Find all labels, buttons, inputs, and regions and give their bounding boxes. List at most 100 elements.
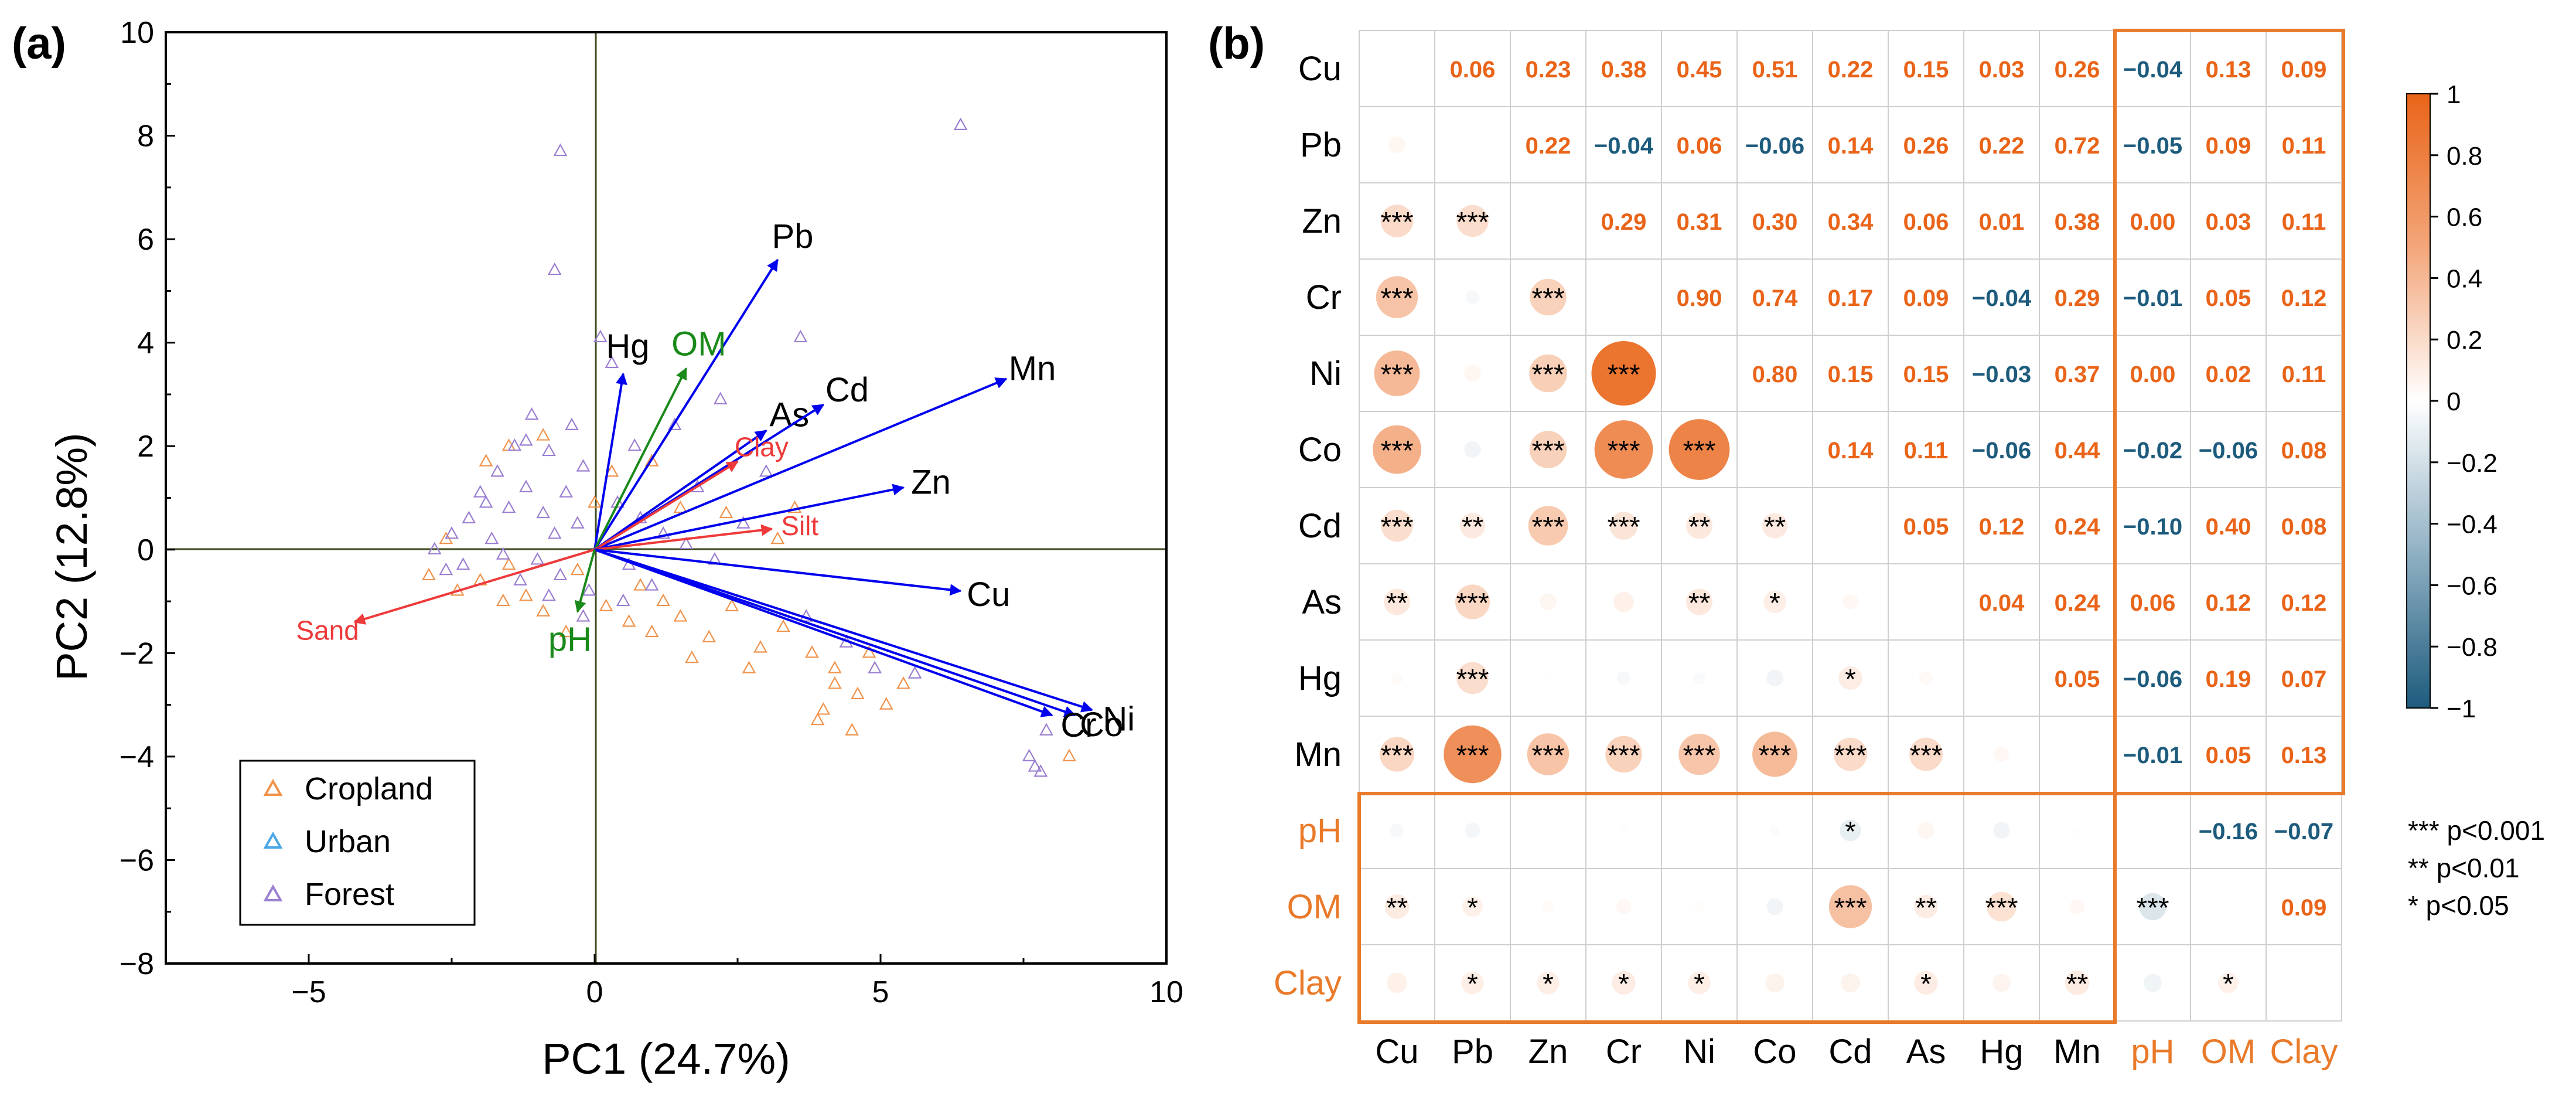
- correlation-value: 0.80: [1752, 362, 1798, 387]
- matrix-cell: [2190, 411, 2267, 488]
- score-point-cropland: [501, 557, 516, 570]
- score-point-forest: [644, 578, 659, 591]
- correlation-value: 0.24: [2055, 590, 2101, 616]
- score-point-forest: [542, 443, 556, 457]
- matrix-cell: [1736, 411, 1813, 488]
- score-point-forest: [456, 557, 470, 570]
- correlation-circle: [1528, 506, 1568, 546]
- loading-arrow-as: [593, 430, 767, 551]
- score-point-forest: [868, 661, 882, 673]
- correlation-circle: [1529, 354, 1567, 393]
- significance-stars: ***: [1531, 512, 1564, 543]
- y-tick-label: −8: [120, 947, 154, 981]
- correlation-circle: [1669, 419, 1730, 480]
- correlation-circle: [1465, 823, 1480, 838]
- significance-stars: ***: [1380, 359, 1413, 390]
- loading-label-cr: Cr: [1060, 706, 1096, 744]
- matrix-cell: [2039, 30, 2116, 107]
- correlation-circle: [1994, 747, 2009, 762]
- score-point-cropland: [496, 593, 510, 607]
- matrix-cell: [2114, 411, 2191, 488]
- correlation-value: −0.10: [2123, 514, 2182, 540]
- correlation-value: 0.06: [1450, 57, 1496, 83]
- matrix-cell: [1359, 716, 1435, 793]
- y-axis-ticks: −8 −6 −4 −2 0 2 4 6 8 10: [120, 16, 175, 981]
- y-tick-label: −4: [120, 740, 154, 774]
- correlation-value: 0.38: [1601, 57, 1647, 83]
- correlation-value: −0.04: [2123, 57, 2183, 83]
- sig-legend-p001: *** p<0.001: [2408, 815, 2545, 846]
- matrix-cell: [2190, 487, 2267, 564]
- correlation-circle: [1384, 588, 1410, 615]
- score-point-forest: [605, 355, 619, 369]
- correlation-value: −0.06: [2199, 438, 2258, 464]
- matrix-cell: [1963, 411, 2040, 488]
- colorbar-tick-label: 1: [2447, 80, 2461, 109]
- correlation-value: 0.05: [1903, 514, 1949, 540]
- correlation-value: −0.04: [1972, 285, 2032, 311]
- correlation-circle: [1388, 136, 1405, 154]
- matrix-cell: [1510, 182, 1586, 260]
- loading-label-cu: Cu: [967, 576, 1010, 614]
- correlation-circle: [1387, 972, 1407, 993]
- significance-stars: **: [1915, 893, 1937, 924]
- correlation-circle: [1993, 822, 2010, 839]
- significance-stars: ***: [1607, 435, 1640, 467]
- row-label: Mn: [1294, 736, 1342, 774]
- colorbar-tick-label: 0.2: [2447, 326, 2482, 355]
- matrix-cell: [1510, 30, 1586, 107]
- significance-stars: ***: [1607, 512, 1640, 543]
- score-point-cropland: [851, 686, 865, 700]
- correlation-value: 0.05: [2055, 666, 2100, 692]
- correlation-value: 0.08: [2281, 514, 2327, 540]
- loading-label-hg: Hg: [606, 328, 649, 366]
- loading-arrow-ph: [574, 549, 596, 613]
- score-point-forest: [496, 547, 510, 560]
- col-label: OM: [2201, 1033, 2256, 1071]
- score-point-forest: [593, 329, 608, 342]
- score-point-cropland: [805, 645, 819, 658]
- correlation-value: 0.09: [2281, 895, 2327, 921]
- significance-stars: ***: [1531, 740, 1564, 771]
- correlation-value: 0.22: [1828, 57, 1874, 83]
- matrix-cell: [2190, 106, 2267, 183]
- correlation-value: 0.12: [2281, 285, 2327, 311]
- correlation-circle: [1914, 971, 1938, 995]
- score-point-forest: [553, 567, 568, 581]
- row-label: Ni: [1309, 355, 1342, 393]
- score-point-cropland: [725, 598, 739, 611]
- score-point-forest: [1039, 723, 1053, 736]
- correlation-circle: [1591, 341, 1656, 406]
- score-point-forest: [542, 588, 556, 601]
- score-point-forest: [576, 459, 591, 472]
- correlation-value: 0.12: [1979, 514, 2025, 540]
- legend-forest-label: Forest: [305, 877, 394, 912]
- correlation-value: 0.23: [1526, 57, 1571, 83]
- row-label: Hg: [1298, 659, 1342, 697]
- correlation-circle: [1462, 896, 1483, 917]
- score-point-forest: [507, 438, 522, 451]
- matrix-cell: [2039, 258, 2116, 336]
- correlation-value: 0.24: [2055, 514, 2101, 540]
- matrix-cell: [2114, 182, 2191, 260]
- score-point-cropland: [1062, 748, 1076, 761]
- matrix-cell: [1812, 182, 1889, 260]
- matrix-cell: [1888, 411, 1964, 488]
- correlation-circle: [1770, 825, 1780, 836]
- y-tick-label: 6: [137, 223, 154, 257]
- correlation-circle: [1613, 591, 1634, 612]
- correlation-value: 0.22: [1979, 133, 2025, 159]
- y-tick-label: 2: [137, 430, 154, 464]
- score-point-forest: [501, 500, 516, 513]
- significance-stars: **: [1386, 588, 1408, 619]
- matrix-cell: [2265, 335, 2342, 412]
- matrix-cell: [1888, 258, 1964, 336]
- score-point-forest: [513, 573, 527, 585]
- correlation-circle: [1843, 594, 1858, 610]
- matrix-cell: [1510, 716, 1586, 793]
- y-tick-label: 0: [137, 533, 154, 567]
- significance-stars: *: [1543, 969, 1554, 1000]
- correlation-circle: [1529, 431, 1567, 468]
- row-label: Co: [1298, 431, 1342, 469]
- correlation-circle: [1605, 736, 1642, 773]
